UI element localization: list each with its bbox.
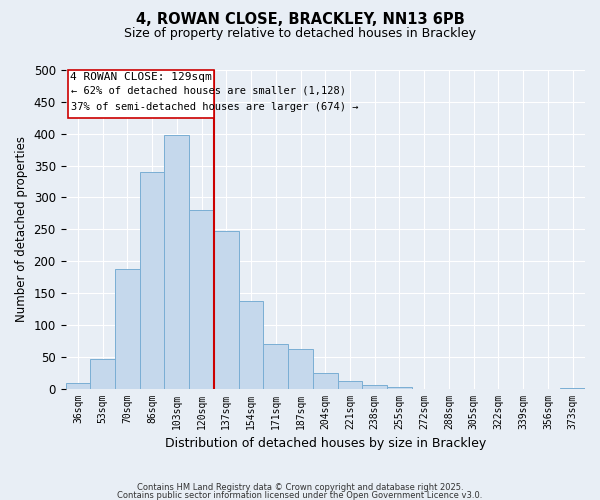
Bar [65, 383, 90, 388]
Bar [214, 231, 239, 388]
Text: 4, ROWAN CLOSE, BRACKLEY, NN13 6PB: 4, ROWAN CLOSE, BRACKLEY, NN13 6PB [136, 12, 464, 28]
X-axis label: Distribution of detached houses by size in Brackley: Distribution of detached houses by size … [164, 437, 486, 450]
Text: 4 ROWAN CLOSE: 129sqm: 4 ROWAN CLOSE: 129sqm [70, 72, 212, 82]
Bar [313, 372, 338, 388]
Bar [338, 381, 362, 388]
Text: Contains HM Land Registry data © Crown copyright and database right 2025.: Contains HM Land Registry data © Crown c… [137, 483, 463, 492]
Bar [239, 302, 263, 388]
Y-axis label: Number of detached properties: Number of detached properties [15, 136, 28, 322]
Bar [362, 386, 387, 388]
Bar [140, 172, 164, 388]
Bar [90, 358, 115, 388]
Bar [164, 135, 189, 388]
Bar [115, 270, 140, 388]
Bar [189, 210, 214, 388]
Bar [263, 344, 288, 389]
Bar [288, 349, 313, 389]
Text: 37% of semi-detached houses are larger (674) →: 37% of semi-detached houses are larger (… [71, 102, 359, 113]
Text: ← 62% of detached houses are smaller (1,128): ← 62% of detached houses are smaller (1,… [71, 85, 346, 95]
Text: Size of property relative to detached houses in Brackley: Size of property relative to detached ho… [124, 28, 476, 40]
Text: Contains public sector information licensed under the Open Government Licence v3: Contains public sector information licen… [118, 490, 482, 500]
